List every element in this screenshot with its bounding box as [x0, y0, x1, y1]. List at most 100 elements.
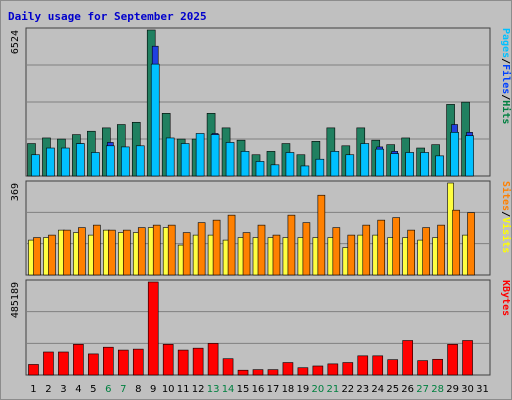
x-tick-day-30: 30 [461, 384, 474, 395]
visits-bar-sites-day-5 [93, 224, 101, 276]
visits-bar-sites-day-18 [287, 214, 296, 276]
x-tick-day-23: 23 [356, 384, 369, 395]
kbytes-bar-kbytes-day-7 [117, 349, 129, 376]
x-tick-day-4: 4 [75, 384, 81, 395]
hits-legend-item: Pages [500, 28, 511, 58]
kbytes-bar-kbytes-day-26 [402, 340, 413, 376]
x-tick-day-1: 1 [30, 384, 36, 395]
x-tick-day-28: 28 [431, 384, 444, 395]
kbytes-bar-kbytes-day-16 [252, 369, 264, 376]
hits-legend: Pages/Files/Hits [500, 28, 512, 124]
x-tick-day-7: 7 [120, 384, 126, 395]
kbytes-bar-kbytes-day-19 [297, 367, 309, 376]
x-tick-day-8: 8 [135, 384, 141, 395]
x-tick-day-26: 26 [401, 384, 414, 395]
hits-bar-pages-day-16 [255, 161, 265, 177]
x-tick-day-10: 10 [162, 384, 175, 395]
visits-bar-sites-day-1 [33, 237, 41, 276]
visits-bar-sites-day-4 [78, 227, 86, 276]
x-tick-day-31: 31 [476, 384, 489, 395]
kbytes-bar-kbytes-day-28 [432, 358, 443, 376]
kbytes-bar-kbytes-day-4 [73, 344, 84, 376]
x-tick-day-27: 27 [416, 384, 429, 395]
visits-bar-sites-day-12 [197, 222, 206, 276]
visits-bar-sites-day-16 [257, 224, 266, 276]
x-tick-day-16: 16 [252, 384, 265, 395]
hits-bar-pages-day-27 [420, 152, 429, 177]
hits-bar-pages-day-1 [31, 154, 40, 177]
visits-bar-sites-day-6 [108, 229, 116, 276]
hits-bar-pages-day-17 [270, 164, 280, 177]
visits-bar-sites-day-7 [122, 229, 131, 276]
visits-bar-sites-day-22 [347, 234, 356, 276]
visits-bar-sites-day-19 [302, 222, 311, 276]
visits-bar-sites-day-14 [227, 214, 236, 276]
x-tick-day-13: 13 [207, 384, 220, 395]
kbytes-bar-kbytes-day-29 [447, 344, 458, 376]
kbytes-bar-kbytes-day-17 [267, 369, 279, 376]
visits-bar-sites-day-17 [272, 234, 281, 276]
x-tick-day-21: 21 [326, 384, 339, 395]
visits-legend-item: / [500, 211, 511, 217]
x-tick-day-12: 12 [192, 384, 205, 395]
visits-bar-sites-day-9 [152, 224, 161, 276]
hits-bar-pages-day-24 [375, 148, 385, 177]
kbytes-bar-kbytes-day-11 [177, 349, 189, 376]
kbytes-legend: KBytes [500, 280, 511, 316]
kbytes-bar-kbytes-day-10 [162, 344, 174, 376]
hits-bar-pages-day-15 [240, 151, 250, 177]
hits-legend-item: / [500, 58, 511, 64]
visits-legend: Sites/Visits [500, 181, 512, 253]
hits-bar-pages-day-11 [180, 143, 190, 177]
x-tick-day-20: 20 [312, 384, 325, 395]
visits-legend-item: Sites [500, 181, 512, 211]
x-tick-day-11: 11 [177, 384, 190, 395]
kbytes-legend-item: KBytes [500, 280, 511, 316]
visits-legend-item: Visits [500, 217, 512, 253]
x-tick-day-24: 24 [371, 384, 384, 395]
x-tick-day-15: 15 [237, 384, 250, 395]
hits-bar-pages-day-29 [450, 132, 459, 177]
x-tick-day-6: 6 [105, 384, 111, 395]
hits-bar-pages-day-7 [120, 146, 130, 177]
visits-bar-sites-day-11 [182, 232, 191, 276]
hits-bar-pages-day-9 [150, 63, 160, 177]
visits-bar-sites-day-2 [48, 234, 56, 276]
visits-bar-sites-day-10 [167, 224, 176, 276]
kbytes-bar-kbytes-day-9 [147, 281, 159, 376]
x-tick-day-9: 9 [150, 384, 156, 395]
hits-ymax-label: 6524 [10, 30, 21, 54]
hits-bar-pages-day-25 [390, 153, 400, 177]
visits-bar-sites-day-26 [407, 229, 415, 276]
x-tick-day-5: 5 [90, 384, 96, 395]
kbytes-bar-kbytes-day-15 [237, 369, 249, 376]
visits-bar-sites-day-29 [452, 209, 460, 276]
hits-bar-pages-day-22 [345, 154, 355, 177]
hits-bar-pages-day-28 [435, 155, 444, 177]
hits-bar-pages-day-26 [405, 152, 414, 177]
kbytes-bar-kbytes-day-27 [417, 360, 428, 376]
kbytes-bar-kbytes-day-30 [462, 340, 473, 376]
kbytes-bar-kbytes-day-25 [387, 359, 399, 376]
kbytes-bar-kbytes-day-22 [342, 362, 354, 376]
kbytes-bar-kbytes-day-8 [132, 348, 144, 376]
x-tick-day-2: 2 [45, 384, 51, 395]
x-tick-day-17: 17 [267, 384, 280, 395]
kbytes-bar-kbytes-day-23 [357, 355, 369, 376]
hits-bar-pages-day-19 [300, 165, 310, 177]
visits-bar-sites-day-15 [242, 232, 251, 276]
kbytes-bar-kbytes-day-6 [103, 346, 114, 376]
visits-bar-sites-day-8 [137, 227, 146, 276]
visits-bar-sites-day-23 [362, 224, 371, 276]
visits-bar-sites-day-3 [63, 229, 71, 276]
kbytes-bar-kbytes-day-14 [222, 358, 234, 376]
hits-bar-pages-day-14 [225, 142, 235, 177]
hits-bar-pages-day-23 [360, 143, 370, 177]
kbytes-bar-kbytes-day-20 [312, 365, 324, 376]
kbytes-ymax-label: 485189 [10, 282, 21, 318]
hits-bar-pages-day-4 [76, 143, 85, 177]
x-tick-day-3: 3 [60, 384, 66, 395]
hits-bar-pages-day-8 [135, 145, 145, 177]
hits-legend-item: / [500, 94, 511, 100]
